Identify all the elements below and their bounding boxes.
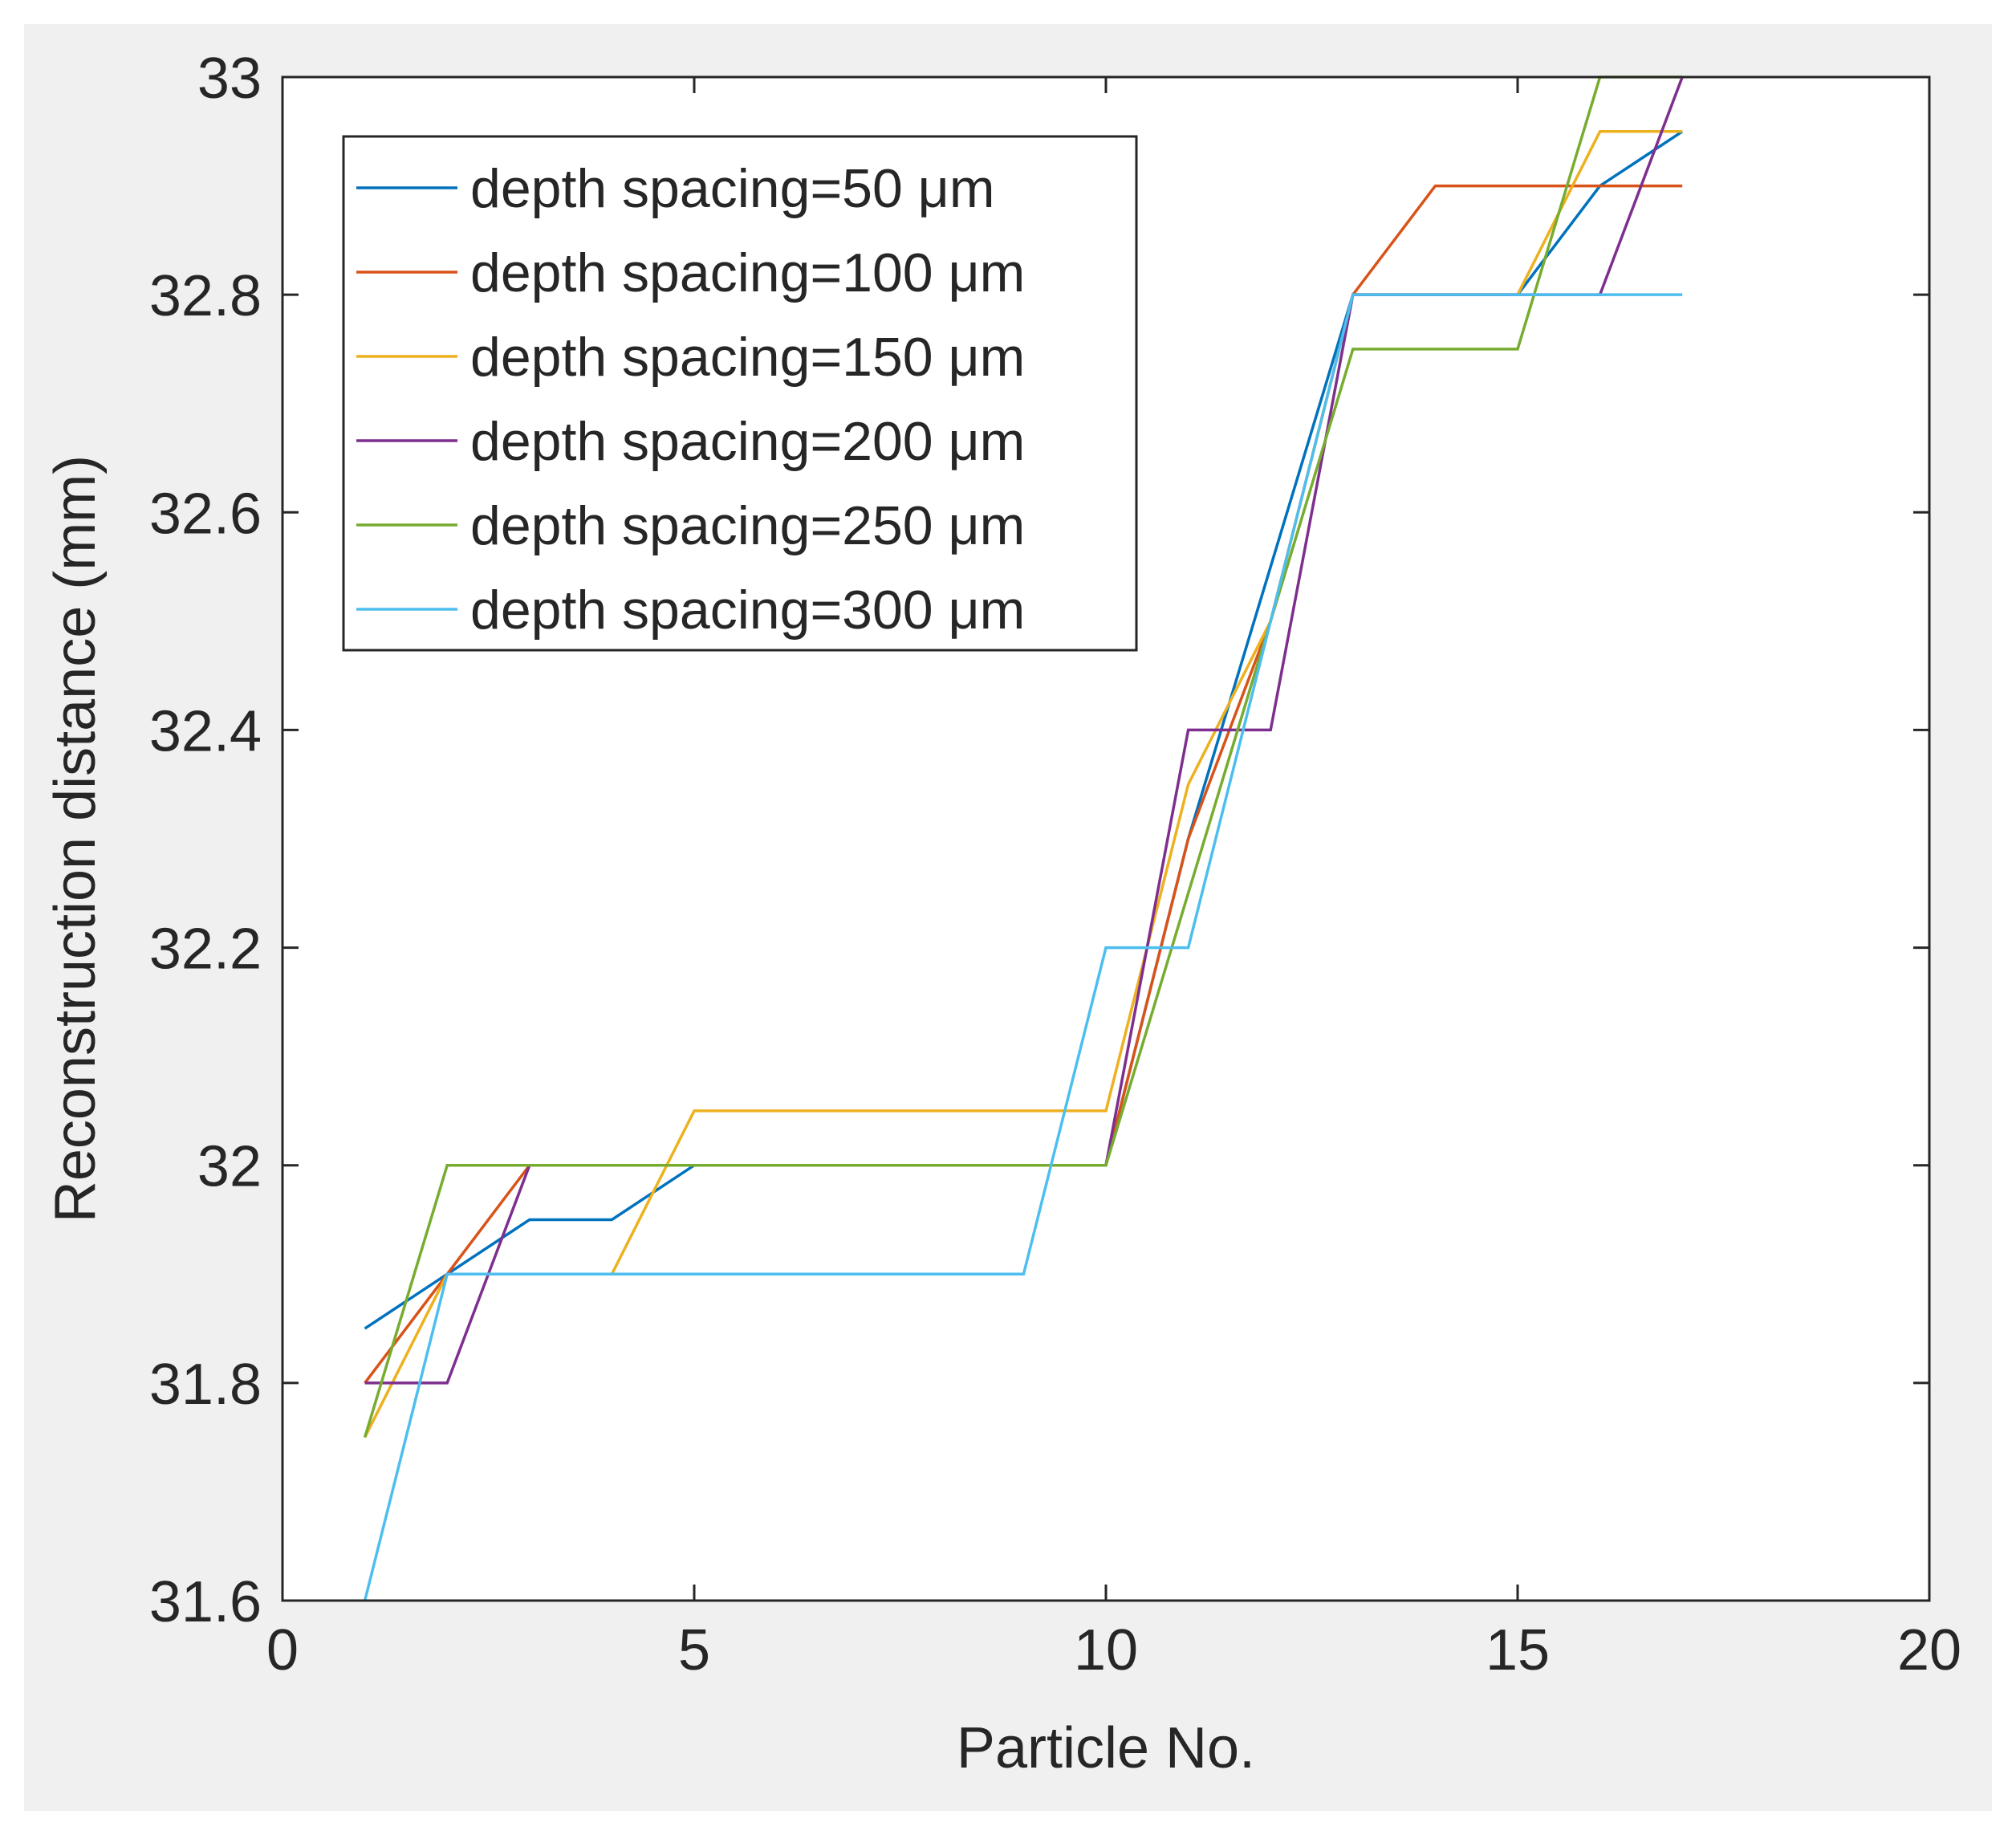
y-tick-label: 31.8: [149, 1353, 262, 1417]
legend-label-3: depth spacing=150 μm: [470, 327, 1025, 388]
x-tick-label: 0: [266, 1618, 299, 1682]
plot-frame: [281, 75, 1931, 1602]
y-tick-label: 32.4: [149, 699, 262, 763]
y-tick-label: 32.6: [149, 482, 262, 546]
y-tick-label: 32.2: [149, 917, 262, 982]
y-axis-title: Reconstruction distance (mm): [43, 455, 108, 1223]
line-chart: 0 5 10 15 20 31.6 31.8 32 32.2 32.4 32.6 32.8 33 Par…: [43, 47, 1961, 1780]
y-tick-label: 32: [197, 1135, 262, 1199]
series-group: [363, 75, 1684, 1601]
legend-label-1: depth spacing=50 μm: [470, 158, 995, 219]
legend-label-6: depth spacing=300 μm: [470, 580, 1025, 641]
legend-entries: depth spacing=50 μm depth spacing=100 μm d…: [356, 158, 1025, 641]
x-axis-title: Particle No.: [957, 1716, 1255, 1780]
series-line-5: [363, 75, 1683, 1438]
legend-label-5: depth spacing=250 μm: [470, 495, 1025, 556]
y-tick-label: 32.8: [149, 264, 262, 328]
legend-box: [342, 135, 1138, 652]
series-line-6: [363, 293, 1683, 1601]
figure-background: 0 5 10 15 20 31.6 31.8 32 32.2 32.4 32.6 32.8 33 Par…: [24, 24, 1992, 1811]
tick-labels-group: 0 5 10 15 20 31.6 31.8 32 32.2 32.4 32.6 32.8 33: [149, 47, 1961, 1682]
x-tick-label: 5: [678, 1618, 710, 1682]
x-tick-label: 15: [1486, 1618, 1550, 1682]
x-tick-label: 10: [1074, 1618, 1138, 1682]
legend-label-2: depth spacing=100 μm: [470, 242, 1025, 303]
y-tick-label: 31.6: [149, 1570, 262, 1634]
y-tick-label: 33: [197, 47, 262, 111]
legend-label-4: depth spacing=200 μm: [470, 411, 1025, 472]
legend: depth spacing=50 μm depth spacing=100 μm d…: [342, 135, 1138, 652]
x-tick-label: 20: [1897, 1618, 1961, 1682]
